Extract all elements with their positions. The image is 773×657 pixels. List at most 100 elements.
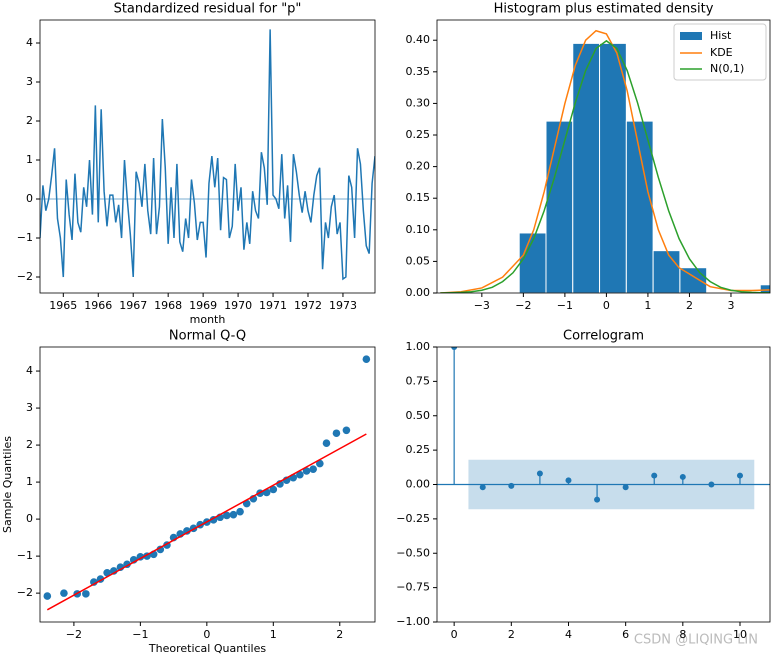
x-tick-label: 1973 <box>329 299 357 312</box>
x-tick-label: 8 <box>679 628 686 641</box>
watermark: CSDN @LIQING LIN <box>634 633 758 648</box>
axes-frame <box>436 346 771 623</box>
qq-point <box>342 426 351 435</box>
x-tick-label: −2 <box>66 628 82 641</box>
axes: Histogram plus estimated density −3 −2 −1 0 1… <box>406 2 771 312</box>
fit-line <box>46 433 367 611</box>
qq-point <box>302 467 311 475</box>
x-tick-label: 1967 <box>119 299 147 312</box>
x-tick-label: 4 <box>565 628 572 641</box>
axes: Standardized residual for "p" 1965 1966 196… <box>17 2 376 326</box>
y-tick-label: 0.25 <box>406 443 431 456</box>
x-tick-label: 1972 <box>294 299 322 312</box>
y-tick-label: 3 <box>26 75 33 88</box>
x-tick-label: −1 <box>132 628 148 641</box>
stem-marker <box>622 484 629 491</box>
y-axis-label: Sample Quantiles <box>1 436 14 533</box>
qq-point <box>316 459 324 468</box>
y-tick-label: −0.25 <box>396 512 430 525</box>
x-tick-label: 6 <box>622 628 629 641</box>
x-tick-label: 1 <box>644 299 651 312</box>
x-axis-label: Theoretical Quantiles <box>148 642 266 655</box>
x-tick-label: 1971 <box>259 299 287 312</box>
qq-point <box>60 589 68 597</box>
density-line <box>440 29 770 293</box>
y-tick-label: 0.40 <box>406 33 431 46</box>
residual-line <box>40 29 375 281</box>
y-tick-label: 0.00 <box>406 478 431 491</box>
x-tick-label: 0 <box>451 628 458 641</box>
y-tick-label: 0.35 <box>406 65 431 78</box>
x-tick-label: 2 <box>686 299 693 312</box>
hist-bar <box>652 250 681 293</box>
density-line <box>440 39 770 293</box>
y-tick-label: 2 <box>26 114 33 127</box>
stem-marker <box>451 347 458 350</box>
qq-point <box>296 470 304 479</box>
y-tick-label: 0.10 <box>406 223 431 236</box>
x-axis-label: month <box>190 313 226 326</box>
y-tick-label: 0.25 <box>406 128 431 141</box>
x-tick-label: 1970 <box>224 299 252 312</box>
qq-point <box>309 465 317 473</box>
x-tick-label: 0 <box>203 628 210 641</box>
chart-title: Standardized residual for "p" <box>114 2 302 17</box>
y-tick-label: 2 <box>26 438 33 451</box>
x-tick-label: 3 <box>727 299 734 312</box>
y-tick-label: 0.75 <box>406 374 431 387</box>
y-tick-label: 0.15 <box>406 191 431 204</box>
qq-point <box>82 590 90 598</box>
hist-bar <box>545 120 574 293</box>
y-tick-label: 0 <box>26 192 33 205</box>
x-tick-label: 1965 <box>49 299 77 312</box>
y-tick-label: −1 <box>17 231 33 244</box>
chart-title: Normal Q-Q <box>169 329 246 344</box>
qq-point <box>43 592 52 600</box>
y-tick-label: 0.50 <box>406 409 431 422</box>
qq-point <box>222 511 231 520</box>
stem-marker <box>594 496 601 503</box>
y-tick-label: 3 <box>26 401 33 414</box>
legend-swatch <box>680 32 702 40</box>
y-tick-label: −2 <box>17 270 33 283</box>
y-tick-label: −0.75 <box>396 581 430 594</box>
hist-bar <box>572 42 601 293</box>
stem-marker <box>565 477 572 484</box>
y-tick-label: 0.05 <box>406 254 431 267</box>
x-tick-label: 0 <box>603 299 610 312</box>
y-tick-label: 0.30 <box>406 96 431 109</box>
x-tick-label: 1 <box>270 628 277 641</box>
plot-area <box>40 29 375 281</box>
y-tick-label: −1.00 <box>396 615 430 628</box>
y-tick-label: 1.00 <box>406 340 431 353</box>
qq-point <box>183 527 191 535</box>
hist-bar <box>599 42 627 293</box>
x-tick-label: 2 <box>336 628 343 641</box>
legend-label: N(0,1) <box>710 62 744 75</box>
axes-frame <box>436 19 771 294</box>
x-tick-label: −1 <box>557 299 573 312</box>
axes-frame <box>39 19 376 294</box>
x-tick-label: −3 <box>474 299 490 312</box>
stem-marker <box>736 472 743 479</box>
x-tick-label: 1968 <box>154 299 182 312</box>
stem-marker <box>708 481 715 488</box>
y-tick-label: 0.00 <box>406 286 431 299</box>
y-tick-label: 4 <box>26 364 33 377</box>
stem-marker <box>536 470 543 477</box>
x-tick-label: 1966 <box>84 299 112 312</box>
x-tick-label: 10 <box>733 628 747 641</box>
x-tick-label: 1969 <box>189 299 217 312</box>
qq-point <box>269 485 278 494</box>
x-tick-label: −2 <box>515 299 531 312</box>
stem-marker <box>679 473 686 480</box>
y-tick-label: 1 <box>26 475 33 488</box>
axes: Correlogram 0 2 4 6 8 10 −1.00 −0.75 −0.50 −0.25 0.… <box>396 329 771 641</box>
y-tick-label: 0.20 <box>406 160 431 173</box>
chart-title: Histogram plus estimated density <box>494 2 714 17</box>
stem-marker <box>508 482 515 489</box>
qq-point <box>229 510 238 519</box>
qq-point <box>322 439 331 448</box>
hist-bar <box>759 284 770 293</box>
